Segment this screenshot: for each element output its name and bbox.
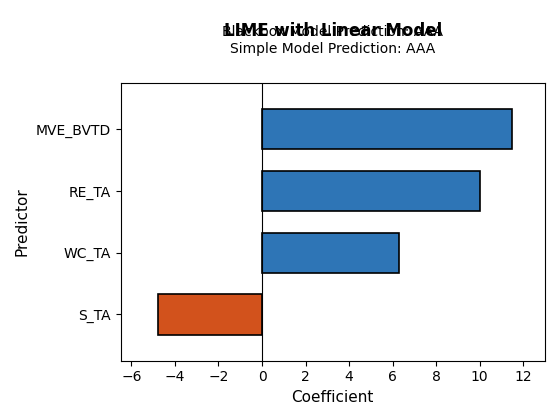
Text: LIME with Linear Model: LIME with Linear Model bbox=[223, 22, 442, 40]
Y-axis label: Predictor: Predictor bbox=[15, 188, 30, 256]
Bar bbox=[262, 109, 512, 150]
Bar bbox=[157, 294, 262, 334]
Bar bbox=[262, 171, 480, 211]
X-axis label: Coefficient: Coefficient bbox=[292, 390, 374, 405]
Bar bbox=[262, 233, 399, 273]
Title: Blackbox Model Prediction: AAA
Simple Model Prediction: AAA: Blackbox Model Prediction: AAA Simple Mo… bbox=[222, 25, 444, 55]
